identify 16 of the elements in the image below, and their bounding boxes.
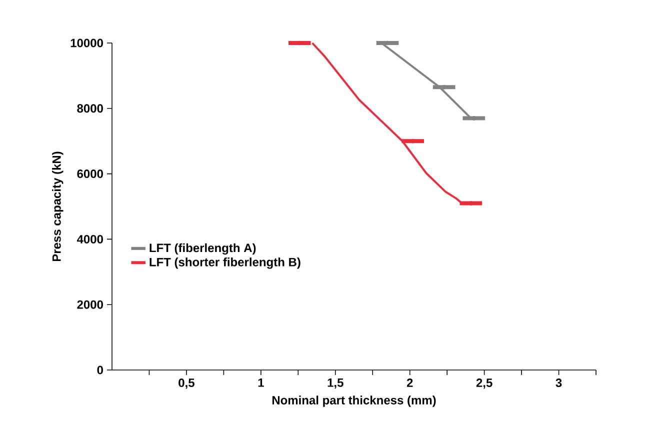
x-tick-label: 2,5 (476, 378, 492, 389)
y-tick-label: 10000 (70, 38, 103, 48)
y-tick-label: 2000 (77, 300, 103, 309)
x-tick-label: 2 (406, 378, 413, 387)
y-tick-label: 6000 (77, 170, 103, 178)
x-tick-label: 3 (556, 378, 562, 388)
x-tick-label: 0,5 (178, 378, 194, 389)
legend-label: LFT (shorter fiberlength B) (150, 258, 300, 269)
y-axis-title: Press capacity (kN) (52, 152, 64, 262)
legend-label: LFT (fiberlength A) (150, 243, 256, 255)
y-tick-label: 0 (97, 366, 103, 374)
y-tick-label: 8000 (77, 104, 103, 113)
x-tick-label: 1 (258, 378, 264, 387)
x-tick-label: 1,5 (328, 378, 344, 389)
x-axis-title: Nominal part thickness (mm) (272, 396, 436, 407)
y-tick-label: 4000 (76, 234, 103, 244)
